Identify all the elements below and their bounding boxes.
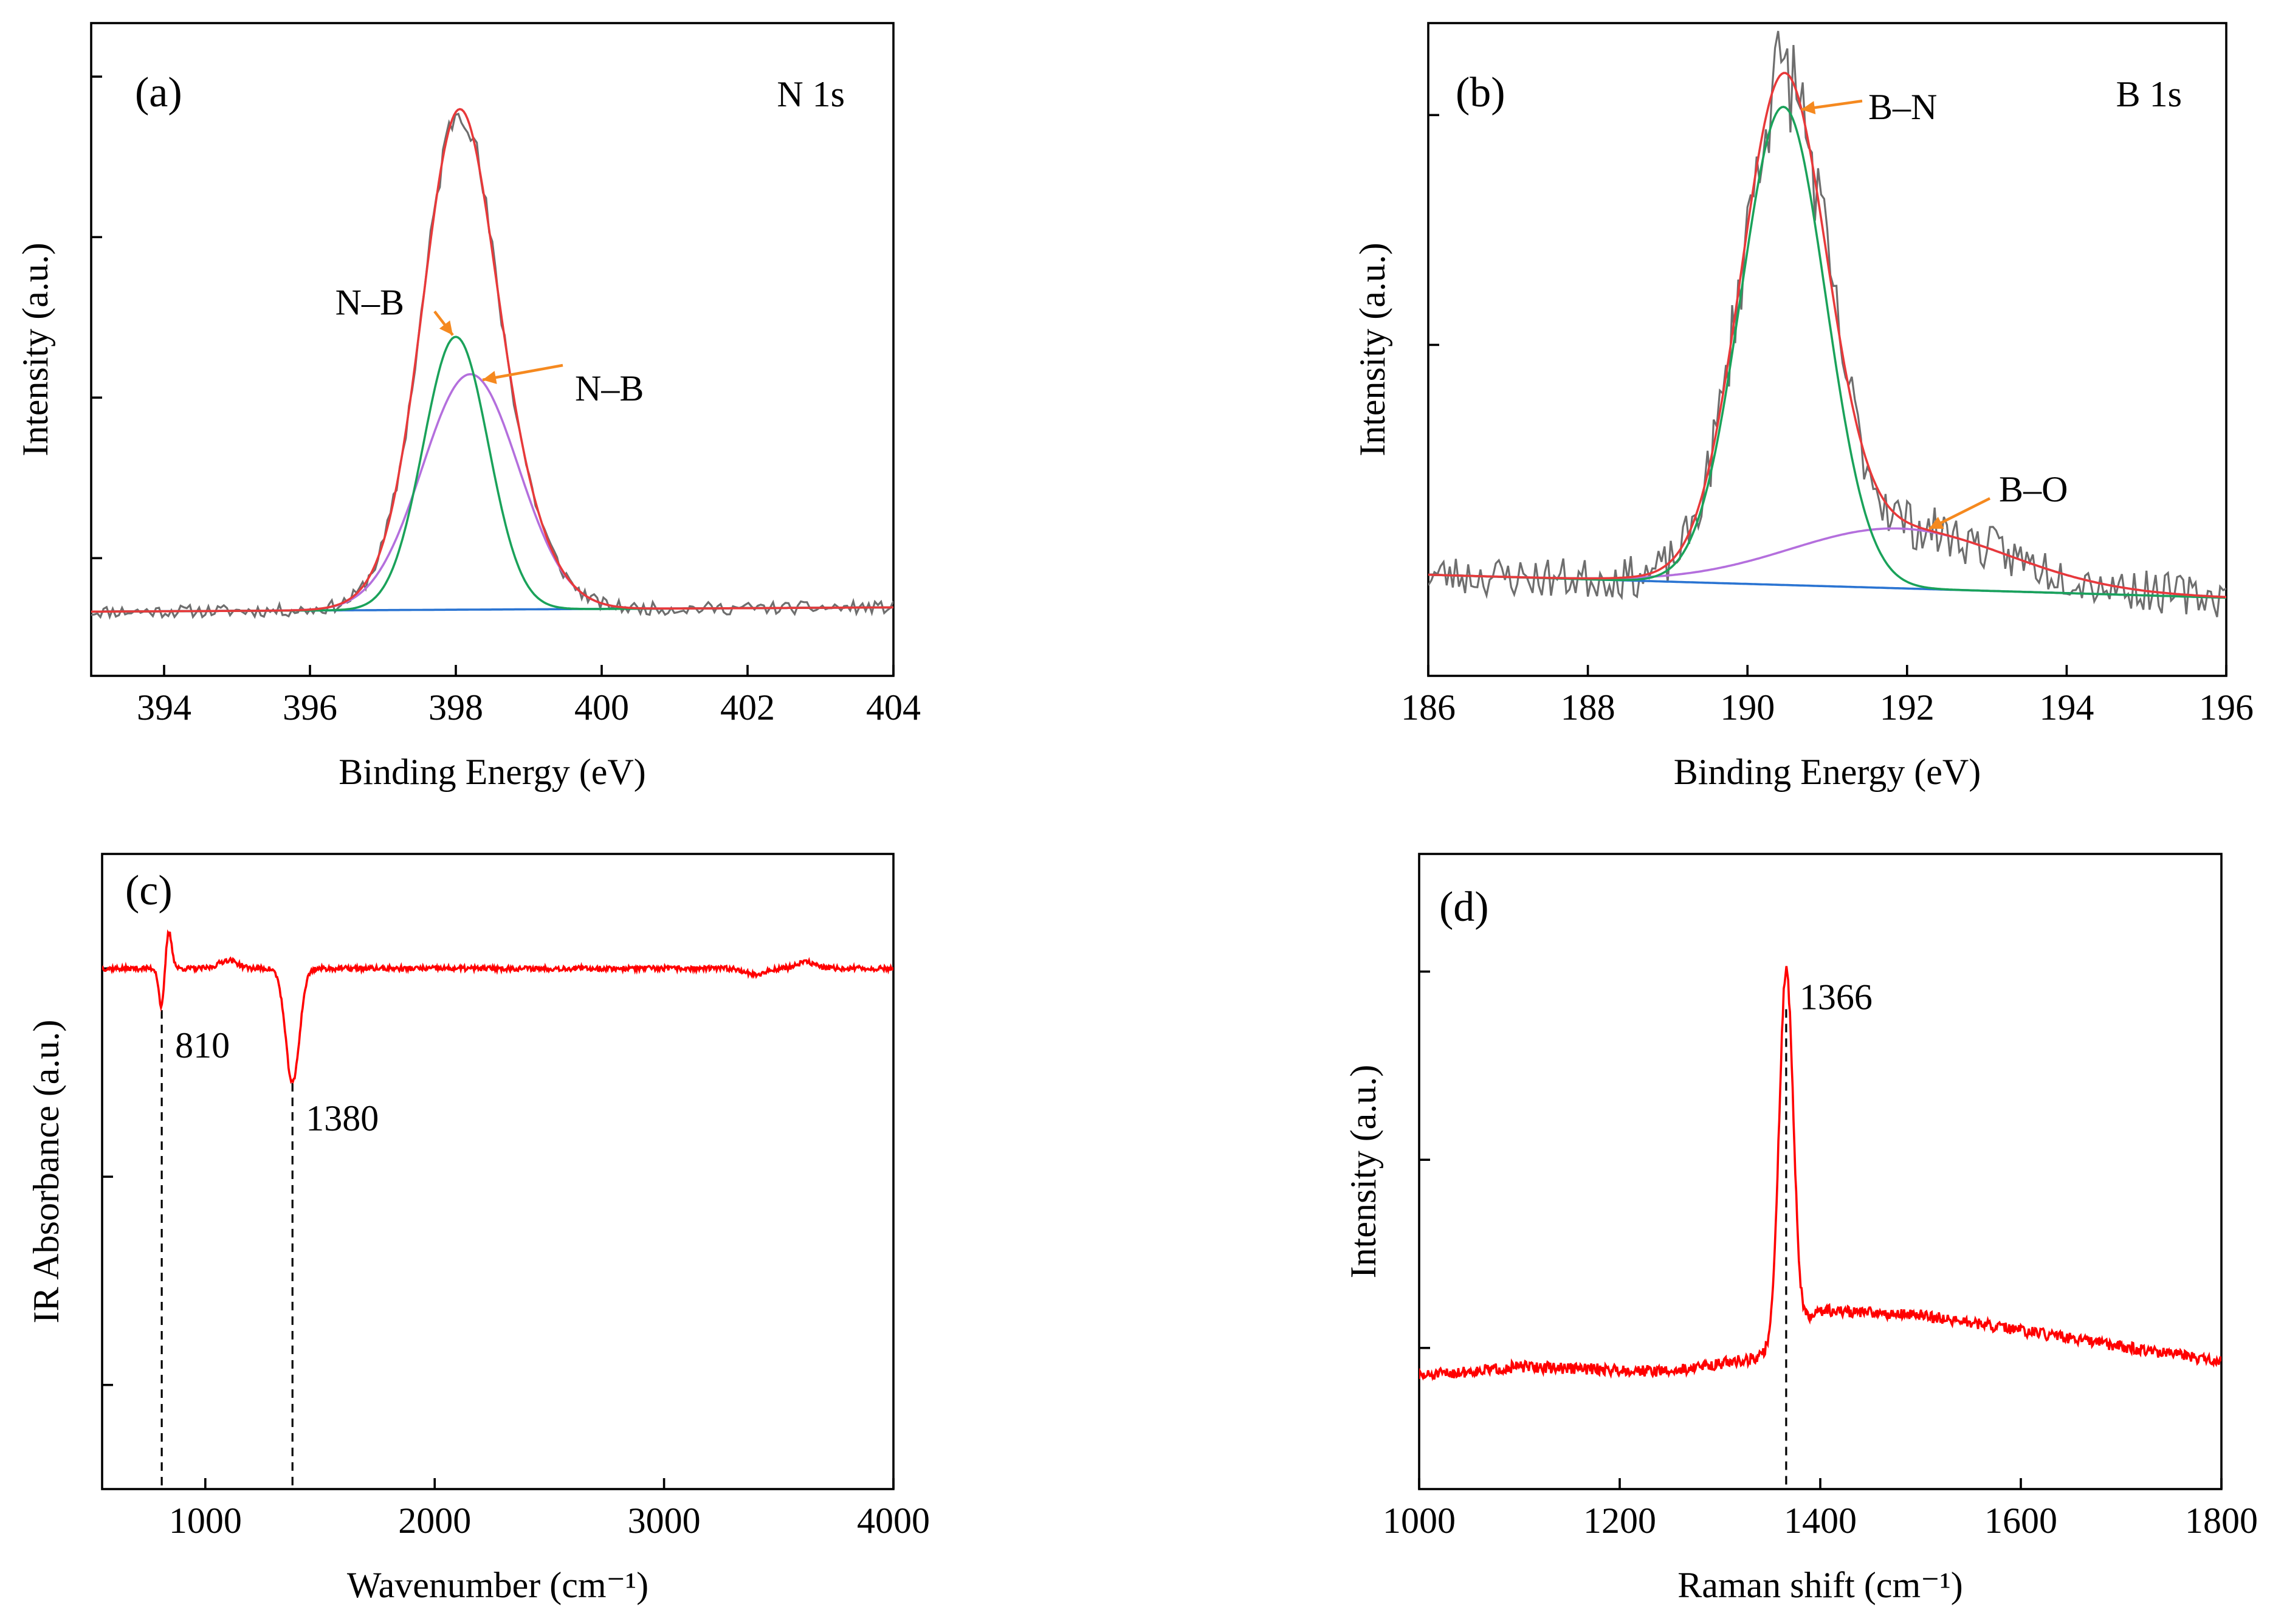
x-tick-label: 188: [1561, 687, 1615, 728]
annotation-arrowhead: [1801, 101, 1816, 114]
plot-area: [1419, 966, 2221, 1489]
plot-frame: [101, 853, 895, 1490]
x-axis-label: Binding Energy (eV): [339, 752, 645, 792]
x-tick-label: 3000: [628, 1501, 701, 1541]
y-axis-label: IR Absorbance (a.u.): [26, 1020, 66, 1324]
panel-label: (a): [135, 69, 182, 116]
plot-frame: [90, 22, 895, 677]
panel-title: B 1s: [2116, 74, 2182, 114]
series-envelope: [1428, 72, 2226, 599]
annotation-arrowhead: [483, 371, 497, 384]
x-tick-label: 1200: [1583, 1501, 1656, 1541]
peak-value-label: 810: [175, 1025, 230, 1065]
panel-a-xps-n1s: 394 396 398 400 402 404 Binding Energy (eV) Int…: [15, 22, 921, 792]
plot-area: [102, 929, 893, 1489]
x-tick-label: 194: [2039, 687, 2094, 728]
panel-title: N 1s: [777, 74, 845, 114]
peak-annotation-label: B–N: [1868, 87, 1937, 127]
panel-label: (b): [1456, 69, 1505, 116]
peak-annotation-label: N–B: [575, 368, 644, 408]
annotation-arrowhead: [1929, 517, 1944, 529]
x-tick-label: 186: [1401, 687, 1456, 728]
x-axis-label: Binding Energy (eV): [1674, 752, 1981, 792]
x-tick-label: 1000: [1383, 1501, 1456, 1541]
y-axis-label: Intensity (a.u.): [15, 243, 55, 456]
annotation-arrow: [482, 363, 563, 382]
series-envelope: [91, 108, 893, 613]
x-tick-label: 192: [1880, 687, 1935, 728]
x-tick-label: 1800: [2185, 1501, 2258, 1541]
x-tick-label: 394: [137, 687, 191, 728]
x-tick-label: 1400: [1784, 1501, 1857, 1541]
x-tick-label: 4000: [857, 1501, 930, 1541]
x-tick-label: 404: [866, 687, 921, 728]
x-tick-label: 190: [1720, 687, 1775, 728]
x-tick-label: 1600: [1984, 1501, 2057, 1541]
series-spectrum: [102, 929, 893, 1084]
panel-b-xps-b1s: 186 188 190 192 194 196 Binding Energy (eV) Int…: [1352, 22, 2254, 792]
series-raw-data: [1428, 30, 2226, 618]
plot-area: [1428, 30, 2226, 618]
x-tick-label: 400: [574, 687, 629, 728]
panel-label: (d): [1439, 884, 1489, 931]
peak-value-label: 1366: [1800, 977, 1873, 1017]
panel-label: (c): [125, 867, 173, 914]
x-axis-label: Wavenumber (cm⁻¹): [347, 1565, 648, 1605]
peak-annotation-label: N–B: [335, 282, 404, 322]
y-axis-label: Intensity (a.u.): [1343, 1065, 1383, 1279]
panel-d-raman-spectrum: 1000 1200 1400 1600 1800 Raman shift (cm⁻¹) In…: [1343, 853, 2258, 1605]
x-tick-label: 396: [283, 687, 337, 728]
series-spectrum: [1419, 966, 2221, 1381]
x-tick-label: 1000: [169, 1501, 242, 1541]
panel-c-ir-spectrum: 1000 2000 3000 4000 Wavenumber (cm⁻¹) IR Abso…: [26, 853, 930, 1605]
peak-annotation-label: B–O: [1999, 469, 2068, 509]
series-raw-data: [91, 112, 893, 620]
x-tick-label: 2000: [398, 1501, 471, 1541]
annotation-arrowhead: [439, 320, 453, 335]
y-axis-label: Intensity (a.u.): [1352, 243, 1392, 456]
x-tick-label: 398: [428, 687, 483, 728]
peak-value-label: 1380: [306, 1098, 379, 1138]
x-axis-label: Raman shift (cm⁻¹): [1677, 1565, 1963, 1605]
plot-frame: [1427, 22, 2227, 677]
x-tick-label: 402: [720, 687, 775, 728]
x-tick-label: 196: [2199, 687, 2254, 728]
plot-area: [91, 108, 893, 620]
